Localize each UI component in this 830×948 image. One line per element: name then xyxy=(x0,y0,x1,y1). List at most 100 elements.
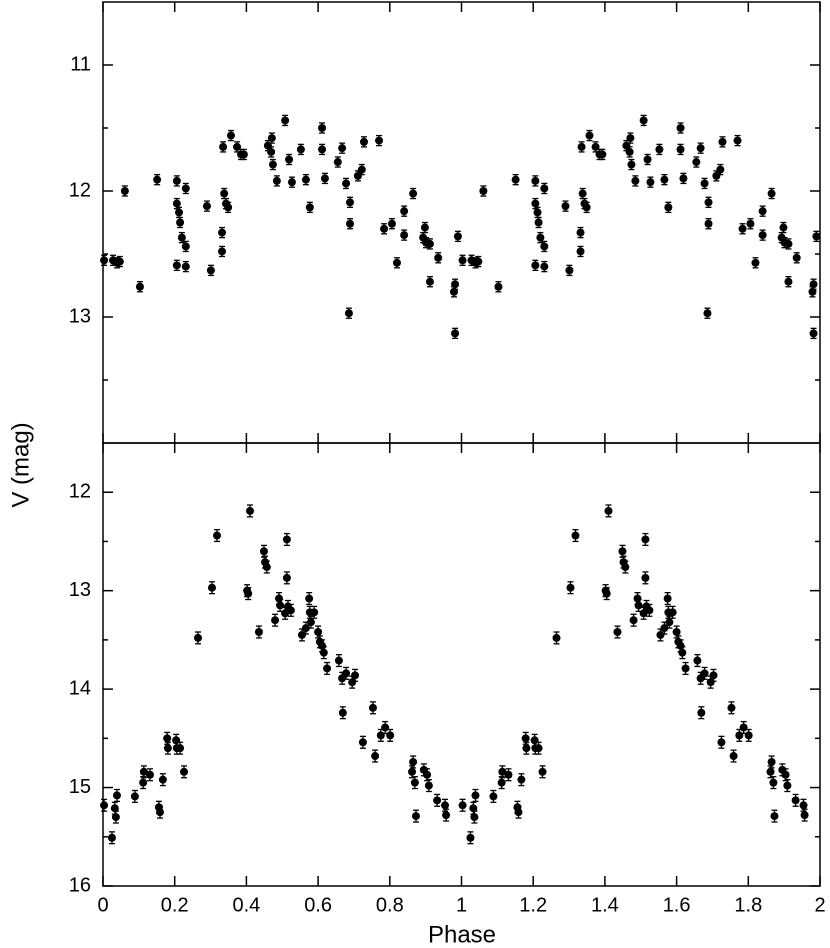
data-point xyxy=(458,256,467,265)
data-point xyxy=(387,219,396,228)
data-point xyxy=(135,282,144,291)
data-point xyxy=(411,812,420,821)
data-point xyxy=(784,277,793,286)
data-point xyxy=(655,145,664,154)
data-point xyxy=(751,258,760,267)
data-point xyxy=(540,184,549,193)
data-point xyxy=(353,171,362,180)
x-tick-label: 0.4 xyxy=(232,894,260,916)
x-tick-label: 1.2 xyxy=(519,894,547,916)
data-point xyxy=(578,189,587,198)
data-point xyxy=(400,207,409,216)
data-point xyxy=(643,155,652,164)
data-point xyxy=(676,641,685,650)
x-tick-label: 0 xyxy=(97,894,108,916)
data-point xyxy=(272,176,281,185)
data-point xyxy=(604,506,613,515)
y-tick-label: 16 xyxy=(69,874,91,896)
data-point xyxy=(424,781,433,790)
data-point xyxy=(727,703,736,712)
x-tick-label: 1.6 xyxy=(663,894,691,916)
data-point xyxy=(301,175,310,184)
data-point xyxy=(318,124,327,132)
x-tick-label: 1.4 xyxy=(591,894,619,916)
data-point xyxy=(107,833,116,842)
data-point xyxy=(706,678,715,687)
data-point xyxy=(497,778,506,787)
data-point xyxy=(504,770,513,779)
data-point xyxy=(281,116,290,125)
data-point xyxy=(425,239,434,248)
data-point xyxy=(176,744,185,753)
data-point xyxy=(758,207,767,216)
data-point xyxy=(470,813,479,822)
data-point xyxy=(665,618,674,627)
data-point xyxy=(704,198,713,207)
y-tick-label: 13 xyxy=(69,305,91,327)
data-point xyxy=(319,648,328,657)
data-point xyxy=(351,671,360,680)
data-point xyxy=(602,589,611,598)
data-point xyxy=(226,131,235,140)
data-point xyxy=(380,224,389,233)
data-point xyxy=(400,231,409,240)
data-point xyxy=(766,767,775,776)
data-point xyxy=(769,778,778,787)
data-point xyxy=(678,648,687,657)
data-point xyxy=(739,723,748,732)
data-point xyxy=(645,606,654,615)
data-point xyxy=(381,723,390,732)
data-point xyxy=(163,744,172,753)
data-point xyxy=(668,608,677,617)
data-point xyxy=(533,208,542,217)
data-point xyxy=(656,630,665,639)
data-point xyxy=(305,594,314,603)
data-point xyxy=(758,231,767,240)
data-point xyxy=(194,633,203,642)
data-point xyxy=(718,137,727,146)
data-point xyxy=(716,165,725,174)
data-point xyxy=(285,155,294,164)
data-point xyxy=(511,175,520,184)
data-point xyxy=(781,770,790,779)
data-point xyxy=(262,563,271,572)
data-point xyxy=(498,767,507,776)
data-point xyxy=(110,804,119,813)
data-point xyxy=(451,280,460,289)
data-point xyxy=(770,812,779,821)
data-point xyxy=(530,736,539,745)
data-point xyxy=(641,535,650,544)
data-point xyxy=(130,792,139,801)
data-point xyxy=(358,738,367,747)
data-point xyxy=(344,309,353,318)
data-point xyxy=(219,142,228,151)
data-point xyxy=(709,671,718,680)
data-point xyxy=(175,208,184,217)
data-point xyxy=(348,678,357,687)
data-point xyxy=(540,242,549,251)
data-point xyxy=(254,628,263,637)
data-point xyxy=(664,203,673,212)
data-point xyxy=(301,624,310,633)
data-point xyxy=(453,232,462,241)
data-point xyxy=(676,124,685,132)
data-point xyxy=(423,770,432,779)
y-tick-label: 14 xyxy=(69,677,91,699)
data-point xyxy=(172,176,181,185)
y-tick-label: 15 xyxy=(69,776,91,798)
data-point xyxy=(679,174,688,183)
data-point xyxy=(540,262,549,271)
data-point xyxy=(268,160,277,169)
data-point xyxy=(286,606,295,615)
data-point xyxy=(409,189,418,198)
data-point xyxy=(489,792,498,801)
data-point xyxy=(100,801,109,810)
data-point xyxy=(297,630,306,639)
data-point xyxy=(410,778,419,787)
data-point xyxy=(375,136,384,145)
x-tick-label: 0.8 xyxy=(376,894,404,916)
data-point xyxy=(681,664,690,673)
data-point xyxy=(717,738,726,747)
data-point xyxy=(577,142,586,151)
